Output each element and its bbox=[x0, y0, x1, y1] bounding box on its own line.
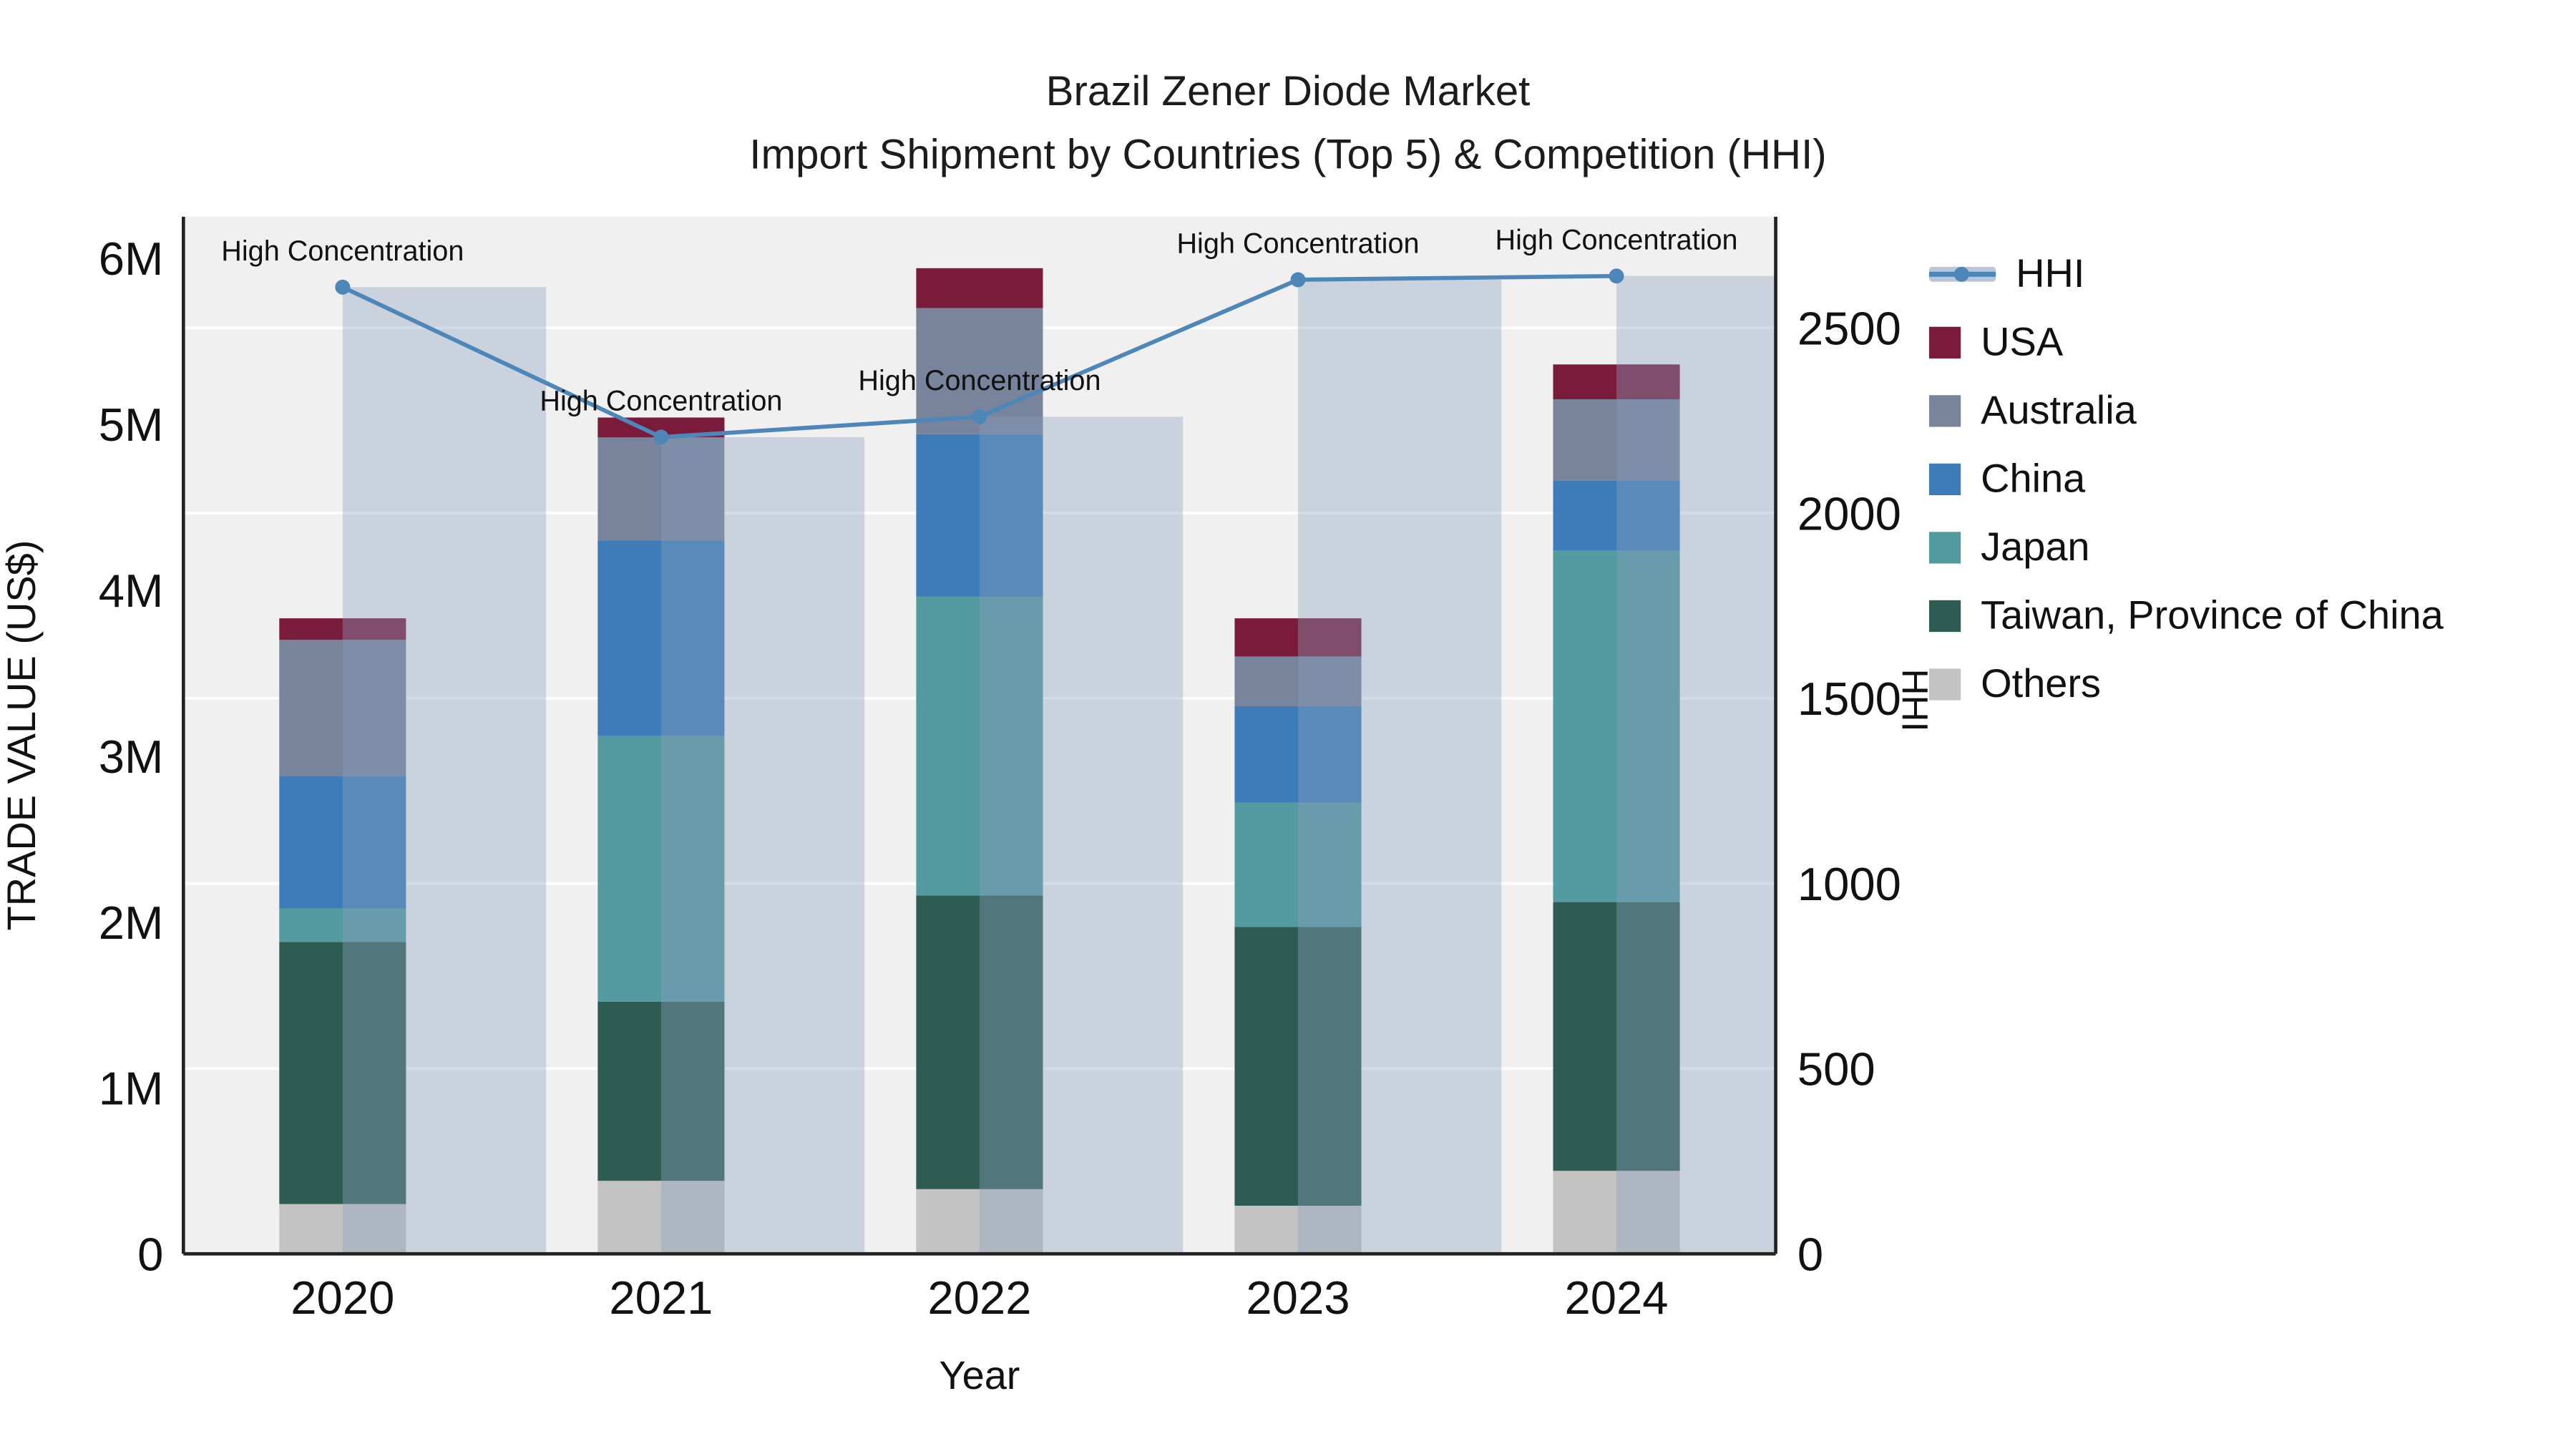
x-tick-label-2024: 2024 bbox=[1564, 1272, 1668, 1324]
x-tick-label-2022: 2022 bbox=[927, 1272, 1031, 1324]
legend-item-china[interactable]: China bbox=[1928, 445, 2444, 514]
bar-japan-2022[interactable] bbox=[916, 596, 1043, 896]
x-tick-label-2023: 2023 bbox=[1246, 1272, 1350, 1324]
bar-taiwan-province-of-china-2023[interactable] bbox=[1234, 927, 1362, 1206]
bar-japan-2023[interactable] bbox=[1234, 802, 1362, 927]
bar-australia-2024[interactable] bbox=[1553, 399, 1680, 481]
bar-others-2023[interactable] bbox=[1234, 1205, 1362, 1254]
hhi-band-2023[interactable] bbox=[1297, 279, 1502, 1254]
legend-item-taiwan-province-of-china[interactable]: Taiwan, Province of China bbox=[1928, 582, 2444, 650]
bar-japan-2021[interactable] bbox=[597, 736, 725, 1002]
bar-china-2020[interactable] bbox=[279, 776, 406, 909]
bar-australia-2020[interactable] bbox=[279, 640, 406, 776]
legend-label-australia: Australia bbox=[1981, 387, 2137, 433]
bar-others-2022[interactable] bbox=[916, 1189, 1043, 1254]
bar-usa-2020[interactable] bbox=[279, 618, 406, 640]
y-tick-left-1M: 1M bbox=[99, 1063, 164, 1115]
bar-usa-2022[interactable] bbox=[916, 268, 1043, 308]
annotation-2022: High Concentration bbox=[858, 365, 1101, 396]
legend-swatch-china bbox=[1928, 463, 1961, 496]
y-tick-right-2000: 2000 bbox=[1797, 487, 1901, 540]
bar-japan-2024[interactable] bbox=[1553, 550, 1680, 902]
bar-australia-2021[interactable] bbox=[597, 437, 725, 541]
bar-japan-2020[interactable] bbox=[279, 908, 406, 942]
y-tick-left-0: 0 bbox=[137, 1229, 163, 1281]
legend-label-japan: Japan bbox=[1981, 524, 2090, 570]
y-tick-right-2500: 2500 bbox=[1797, 302, 1901, 354]
legend-label-taiwan-province-of-china: Taiwan, Province of China bbox=[1981, 592, 2444, 638]
legend-item-australia[interactable]: Australia bbox=[1928, 377, 2444, 446]
y-tick-left-2M: 2M bbox=[99, 897, 164, 949]
legend-label-china: China bbox=[1981, 456, 2086, 502]
hhi-band-2021[interactable] bbox=[660, 436, 865, 1254]
chart-title-block: Brazil Zener Diode Market Import Shipmen… bbox=[0, 60, 2576, 187]
bar-china-2023[interactable] bbox=[1234, 706, 1362, 803]
y-tick-right-1000: 1000 bbox=[1797, 858, 1901, 910]
y-tick-left-3M: 3M bbox=[99, 731, 164, 783]
bar-usa-2023[interactable] bbox=[1234, 618, 1362, 657]
legend-swatch-others bbox=[1928, 668, 1961, 701]
legend-item-others[interactable]: Others bbox=[1928, 650, 2444, 719]
bar-china-2024[interactable] bbox=[1553, 480, 1680, 551]
bar-others-2020[interactable] bbox=[279, 1204, 406, 1254]
bar-taiwan-province-of-china-2020[interactable] bbox=[279, 942, 406, 1204]
bar-australia-2023[interactable] bbox=[1234, 656, 1362, 706]
hhi-band-2024[interactable] bbox=[1616, 275, 1776, 1254]
legend-label-others: Others bbox=[1981, 660, 2101, 706]
legend-item-japan[interactable]: Japan bbox=[1928, 514, 2444, 582]
hhi-band-2020[interactable] bbox=[342, 287, 547, 1254]
legend-swatch-usa bbox=[1928, 326, 1961, 358]
hhi-marker-2023[interactable] bbox=[1290, 272, 1306, 288]
y-tick-right-1500: 1500 bbox=[1797, 673, 1901, 725]
hhi-marker-2020[interactable] bbox=[335, 279, 351, 295]
annotation-2024: High Concentration bbox=[1495, 224, 1737, 255]
legend-label-hhi: HHI bbox=[2016, 250, 2085, 296]
bar-china-2022[interactable] bbox=[916, 434, 1043, 597]
bar-taiwan-province-of-china-2024[interactable] bbox=[1553, 902, 1680, 1171]
legend-swatch-australia bbox=[1928, 395, 1961, 427]
legend-item-hhi[interactable]: HHI bbox=[1928, 240, 2444, 309]
y-tick-right-500: 500 bbox=[1797, 1043, 1875, 1096]
annotation-2023: High Concentration bbox=[1176, 228, 1419, 260]
legend-label-usa: USA bbox=[1981, 319, 2064, 365]
bar-others-2024[interactable] bbox=[1553, 1171, 1680, 1254]
hhi-marker-2021[interactable] bbox=[653, 429, 669, 445]
legend-swatch-taiwan-province-of-china bbox=[1928, 600, 1961, 633]
legend-hhi-line-swatch bbox=[1928, 258, 1996, 290]
bar-taiwan-province-of-china-2021[interactable] bbox=[597, 1001, 725, 1181]
hhi-marker-2024[interactable] bbox=[1609, 268, 1624, 284]
chart-title: Brazil Zener Diode Market bbox=[1045, 68, 1531, 115]
legend-item-usa[interactable]: USA bbox=[1928, 308, 2444, 377]
x-tick-label-2021: 2021 bbox=[609, 1272, 713, 1324]
y-tick-right-0: 0 bbox=[1797, 1229, 1823, 1281]
annotation-2020: High Concentration bbox=[221, 235, 464, 267]
hhi-band-2022[interactable] bbox=[979, 416, 1184, 1254]
y-tick-left-5M: 5M bbox=[99, 399, 164, 451]
y-axis-title-left: TRADE VALUE (US$) bbox=[0, 540, 45, 931]
annotation-2021: High Concentration bbox=[540, 386, 782, 417]
legend: HHI USA Australia China Japan Taiwan, Provinc… bbox=[1928, 240, 2444, 719]
y-tick-left-4M: 4M bbox=[99, 565, 164, 617]
y-tick-left-6M: 6M bbox=[99, 233, 164, 285]
bar-others-2021[interactable] bbox=[597, 1181, 725, 1254]
bar-china-2021[interactable] bbox=[597, 540, 725, 736]
bar-usa-2024[interactable] bbox=[1553, 364, 1680, 399]
legend-swatch-japan bbox=[1928, 532, 1961, 564]
chart-subtitle: Import Shipment by Countries (Top 5) & C… bbox=[749, 132, 1827, 179]
x-axis-title: Year bbox=[939, 1354, 1020, 1399]
x-tick-label-2020: 2020 bbox=[291, 1272, 394, 1324]
bar-taiwan-province-of-china-2022[interactable] bbox=[916, 895, 1043, 1189]
hhi-marker-2022[interactable] bbox=[972, 409, 987, 424]
